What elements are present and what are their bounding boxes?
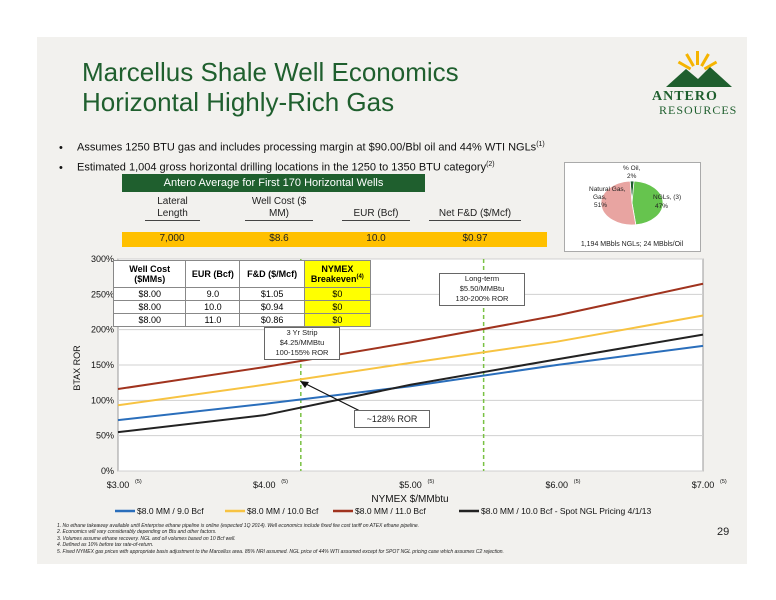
pie-slices — [600, 180, 664, 226]
table-row: $8.00 9.0 $1.05 $0 — [112, 287, 372, 301]
x-tick-label: $4.00 — [253, 480, 276, 490]
col-eur: EUR (Bcf) — [342, 208, 410, 221]
footnote: 3. Volumes assume ethane recovery. NGL a… — [57, 535, 236, 542]
value-well-cost: $8.6 — [269, 233, 289, 244]
bullet-item: • Assumes 1250 BTU gas and includes proce… — [59, 141, 545, 154]
title-line-1: Marcellus Shale Well Economics — [82, 57, 459, 87]
y-tick-label: 250% — [91, 289, 114, 299]
value-lateral-length: 7,000 — [159, 233, 185, 244]
y-tick-label: 50% — [96, 431, 114, 441]
col-net-fd: Net F&D ($/Mcf) — [429, 208, 521, 221]
well-table-header: NYMEX Breakeven(4) — [303, 260, 372, 288]
footnote: 4. Defined as 10% before tax rate-of-ret… — [57, 542, 154, 549]
x-tick-sup: (5) — [281, 479, 288, 485]
strip-callout: 3 Yr Strip $4.25/MMBtu 100-155% ROR — [264, 327, 340, 360]
pie-slice — [631, 180, 664, 226]
x-tick-sup: (5) — [574, 479, 581, 485]
ror-arrow — [301, 381, 363, 413]
col-lateral-length: Lateral Length — [145, 196, 200, 221]
well-table-header: EUR (Bcf) — [185, 260, 241, 288]
table-row: $8.00 11.0 $0.86 $0 — [112, 313, 372, 327]
pie-caption: 1,194 MBbls NGLs; 24 MBbls/Oil — [581, 241, 684, 248]
col-well-cost: Well Cost ($ MM) — [245, 196, 313, 221]
value-eur: 10.0 — [366, 233, 386, 244]
series-line — [117, 333, 704, 434]
table-row: $8.00 10.0 $0.94 $0 — [112, 300, 372, 314]
footnote: 2. Economics will vary considerably depe… — [57, 529, 217, 536]
page-number: 29 — [717, 526, 730, 538]
footnote: 1. No ethane takeaway available until En… — [57, 523, 420, 529]
x-tick-labels: $3.00 (5) $4.00 (5) $5.00 (5) $6.00 (5) $7.00 (5) — [107, 479, 727, 490]
pie-pct-ngl: 47% — [655, 203, 668, 210]
pie-label-gas-line2: Gas, — [593, 194, 607, 201]
x-tick-sup: (5) — [428, 479, 435, 485]
pie-label-gas: Natural Gas, — [589, 186, 626, 193]
pie-chart-box: Natural Gas, Gas, 51% NGLs, (3) 47% % Oi… — [564, 162, 701, 252]
pie-pct-gas: 51% — [594, 202, 607, 209]
series-line — [117, 314, 704, 407]
legend-entry: $8.0 MM / 11.0 Bcf — [355, 506, 426, 516]
summary-values-row — [122, 232, 547, 247]
x-tick-label: $7.00 — [692, 480, 715, 490]
x-tick-sup: (5) — [135, 479, 142, 485]
pie-label-oil: % Oil, — [623, 165, 641, 172]
y-tick-label: 0% — [101, 466, 114, 476]
x-axis-label: NYMEX $/MMbtu — [371, 494, 448, 505]
value-net-fd: $0.97 — [462, 233, 488, 244]
footnote: 5. Fixed NYMEX gas prices with appropria… — [57, 548, 504, 555]
x-tick-label: $5.00 — [399, 480, 422, 490]
x-tick-label: $3.00 — [107, 480, 130, 490]
y-tick-label: 100% — [91, 395, 114, 405]
series-lines — [117, 282, 704, 434]
well-table-header: Well Cost ($MMs) — [112, 260, 187, 288]
bullet-list: • Assumes 1250 BTU gas and includes proce… — [59, 138, 545, 178]
antero-logo-icon — [666, 51, 732, 87]
legend-entry: $8.0 MM / 10.0 Bcf - Spot NGL Pricing 4/… — [481, 506, 652, 516]
y-axis-label: BTAX ROR — [72, 345, 82, 391]
legend-entry: $8.0 MM / 10.0 Bcf — [247, 506, 319, 516]
arrow-head-icon — [300, 381, 309, 388]
bullet-item: • Estimated 1,004 gross horizontal drilli… — [59, 161, 495, 174]
page-title: Marcellus Shale Well Economics Horizonta… — [82, 57, 459, 117]
pie-label-ngl: NGLs, (3) — [653, 194, 681, 201]
longterm-callout: Long-term $5.50/MMBtu 130-200% ROR — [439, 273, 525, 306]
summary-table-header: Antero Average for First 170 Horizontal … — [122, 174, 425, 192]
series-line — [117, 344, 704, 422]
y-tick-label: 200% — [91, 325, 114, 335]
x-tick-label: $6.00 — [545, 480, 568, 490]
legend-entry: $8.0 MM / 9.0 Bcf — [137, 506, 204, 516]
footnotes: 1. No ethane takeaway available until En… — [57, 523, 504, 555]
logo-text-antero: ANTERO — [652, 89, 718, 104]
x-tick-sup: (5) — [720, 479, 727, 485]
series-line — [117, 282, 704, 391]
pie-slice — [600, 180, 637, 226]
ror-callout: ~128% ROR — [354, 410, 430, 428]
pie-chart: Natural Gas, Gas, 51% NGLs, (3) 47% % Oi… — [581, 165, 684, 248]
legend: $8.0 MM / 9.0 Bcf $8.0 MM / 10.0 Bcf $8.0 … — [115, 506, 652, 516]
title-line-2: Horizontal Highly-Rich Gas — [82, 87, 395, 117]
y-tick-label: 300% — [91, 254, 114, 264]
pie-pct-oil: 2% — [627, 173, 637, 180]
well-table-header: F&D ($/Mcf) — [239, 260, 305, 288]
logo-text-resources: RESOURCES — [659, 103, 738, 117]
well-table: Well Cost ($MMs) EUR (Bcf) F&D ($/Mcf) N… — [112, 260, 372, 327]
y-tick-label: 150% — [91, 360, 114, 370]
y-tick-labels: 0% 50% 100% 150% 200% 250% 300% — [91, 254, 114, 476]
